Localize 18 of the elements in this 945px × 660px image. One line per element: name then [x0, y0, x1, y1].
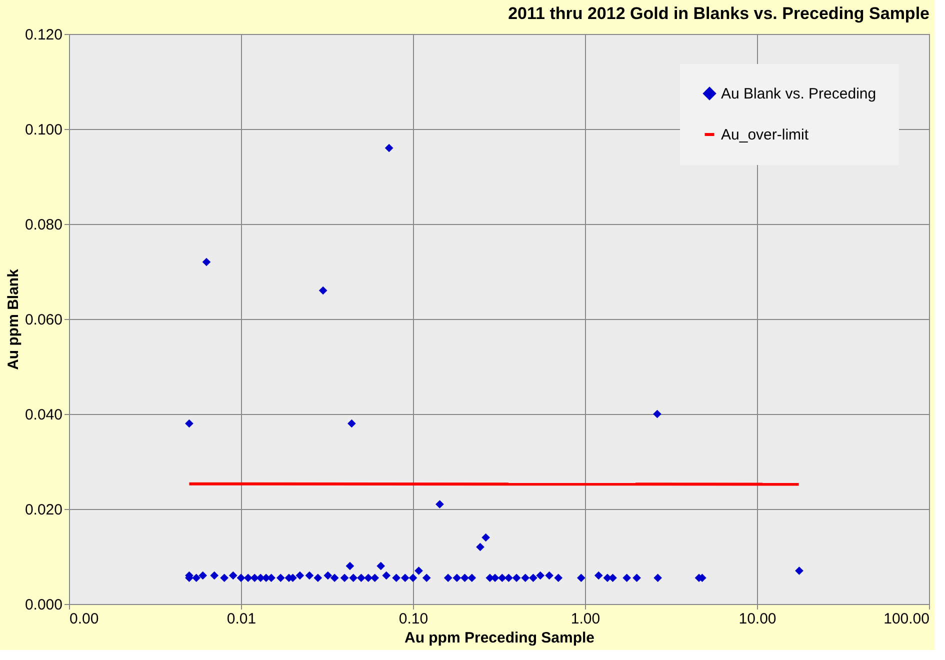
x-tick-label: 0.00	[70, 610, 99, 628]
y-tick-label: 0.120	[24, 26, 62, 44]
chart-title: 2011 thru 2012 Gold in Blanks vs. Preceding Sample	[508, 4, 930, 23]
x-tick-label: 10.00	[738, 610, 776, 628]
y-tick-label: 0.080	[24, 216, 62, 234]
x-axis-title: Au ppm Preceding Sample	[404, 630, 595, 646]
y-tick-label: 0.100	[24, 122, 62, 138]
y-tick-label: 0.040	[24, 406, 62, 424]
x-tick-label: 100.00	[884, 610, 930, 628]
legend-label: Au_over-limit	[721, 126, 810, 144]
x-tick-label: 0.01	[226, 610, 256, 628]
legend-label: Au Blank vs. Preceding	[721, 86, 876, 102]
y-tick-label: 0.060	[24, 312, 62, 328]
x-tick-label: 0.10	[398, 610, 428, 628]
x-tick-label: 1.00	[570, 610, 600, 628]
y-tick-label: 0.020	[24, 502, 62, 518]
y-axis-title: Au ppm Blank	[4, 268, 22, 370]
y-tick-label: 0.000	[24, 596, 62, 614]
